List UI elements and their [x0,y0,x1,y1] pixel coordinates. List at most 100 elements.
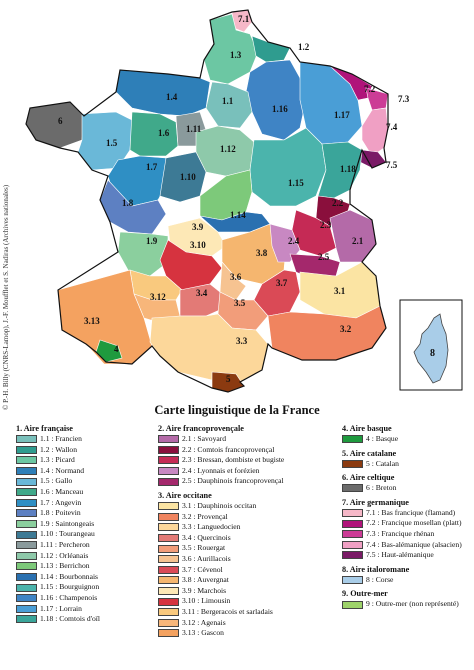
legend-swatch [342,459,363,468]
legend-item: 3.8 : Auvergnat [158,575,338,586]
map-label: 1.2 [298,42,310,52]
map-label: 1.16 [272,104,288,114]
legend-label: 1.14 : Bourbonnais [40,571,99,581]
legend-item: 1.14 : Bourbonnais [16,572,156,583]
map-label: 7.3 [398,94,410,104]
legend-label: 3.8 : Auvergnat [182,575,229,585]
legend-item: 3.7 : Cévenol [158,565,338,576]
legend-swatch [16,477,37,486]
legend-item: 1.18 : Comtois d'oïl [16,614,156,625]
map-label: 5 [226,374,231,384]
legend-swatch [16,445,37,454]
map-label: 1.9 [146,236,158,246]
legend-swatch [158,597,179,606]
region-1-1 [205,81,253,129]
legend-label: 1.16 : Champenois [40,592,98,602]
legend-item: 1.4 : Normand [16,466,156,477]
map-label: 1.7 [146,162,158,172]
legend-label: 3.2 : Provençal [182,511,228,521]
legend-swatch [342,519,363,528]
map-label: 1.17 [334,110,350,120]
legend-item: 1.5 : Gallo [16,476,156,487]
map-outline [25,9,389,393]
legend-item: 6 : Breton [342,483,472,494]
legend-group-title: 9. Outre-mer [342,589,388,599]
legend-swatch [158,629,179,638]
region-1-9 [117,231,169,277]
legend-swatch [16,551,37,560]
legend-label: 8 : Corse [366,574,394,584]
map-label: 1.8 [122,198,134,208]
legend-swatch [158,576,179,585]
legend-swatch [342,551,363,560]
region-1-14 [199,211,271,233]
legend-swatch [16,498,37,507]
legend-label: 1.15 : Bourguignon [40,582,100,592]
map-label: 3.4 [196,288,208,298]
map-label: 2.5 [318,252,330,262]
legend-item: 3.11 : Bergeracois et sarladais [158,607,338,618]
legend-item: 1.15 : Bourguignon [16,582,156,593]
credit-line: © P.-H. Billy (CNRS-Lamop), J.-F. Mouffl… [2,180,10,410]
legend-swatch [16,488,37,497]
legend-item: 3.9 : Marchois [158,586,338,597]
region-4 [95,339,123,363]
legend-label: 9 : Outre-mer (non représenté) [366,599,459,609]
legend-label: 1.10 : Tourangeau [40,529,95,539]
legend-label: 7.4 : Bas-alémanique (alsacien) [366,539,462,549]
legend-swatch [158,534,179,543]
legend-swatch [16,456,37,465]
legend-swatch [158,477,179,486]
legend-swatch [342,530,363,539]
legend-label: 2.2 : Comtois francoprovençal [182,444,275,454]
map-title: Carte linguistique de la France [154,403,320,417]
legend-item: 1.11 : Percheron [16,540,156,551]
map-label: 2.3 [320,220,332,230]
legend-label: 3.9 : Marchois [182,585,227,595]
legend-item: 3.2 : Provençal [158,512,338,523]
map-labels: 7.11.21.31.4 1.167.27.31.161.171.6 1.11 7.4… [58,14,435,384]
legend-item: 1.9 : Saintongeais [16,519,156,530]
legend-item: 1.2 : Wallon [16,445,156,456]
legend-label: 2.4 : Lyonnais et forézien [182,465,260,475]
legend-swatch [158,555,179,564]
legend-item: 3.5 : Rouergat [158,543,338,554]
legend-label: 4 : Basque [366,434,399,443]
legend-swatch [16,615,37,624]
legend-column-2: 2. Aire francoprovençale 2.1 : Savoyard 2.… [158,424,338,639]
legend-label: 1.6 : Manceau [40,486,84,496]
legend-group-title: 5. Aire catalane [342,448,397,458]
legend-item: 4 : Basque [342,434,472,445]
legend-label: 7.2 : Francique mosellan (platt) [366,518,462,528]
legend-label: 1.2 : Wallon [40,444,78,454]
map-label: 1.18 [340,164,356,174]
legend-swatch [158,608,179,617]
map-label: 1.1 [222,96,234,106]
map-label: 6 [58,116,63,126]
map-label: 1.6 [158,128,170,138]
legend-swatch [158,502,179,511]
legend-item: 1.8 : Poitevin [16,508,156,519]
legend-column-3: 4. Aire basque 4 : Basque 5. Aire catalane… [342,424,472,610]
legend-swatch [158,618,179,627]
legend-swatch [158,467,179,476]
legend-item: 1.6 : Manceau [16,487,156,498]
legend-item: 1.17 : Lorrain [16,604,156,615]
legend-swatch [16,604,37,613]
legend-swatch [342,600,363,609]
map-label: 3.9 [192,222,204,232]
legend-item: 3.1 : Dauphinois occitan [158,501,338,512]
legend-group-title: 8. Aire italoromane [342,564,410,574]
legend-swatch [158,565,179,574]
legend-item: 5 : Catalan [342,459,472,470]
map-label: 3.3 [236,336,248,346]
legend-item: 3.12 : Agenais [158,618,338,629]
legend-item: 2.5 : Dauphinois francoprovençal [158,476,338,487]
legend-label: 1.1 : Francien [40,434,82,443]
legend-item: 7.5 : Haut-alémanique [342,550,472,561]
legend-swatch [16,583,37,592]
legend-item: 7.3 : Francique rhénan [342,529,472,540]
legend-label: 1.3 : Picard [40,455,75,465]
legend-label: 3.3 : Languedocien [182,522,241,532]
legend-swatch [16,435,37,444]
